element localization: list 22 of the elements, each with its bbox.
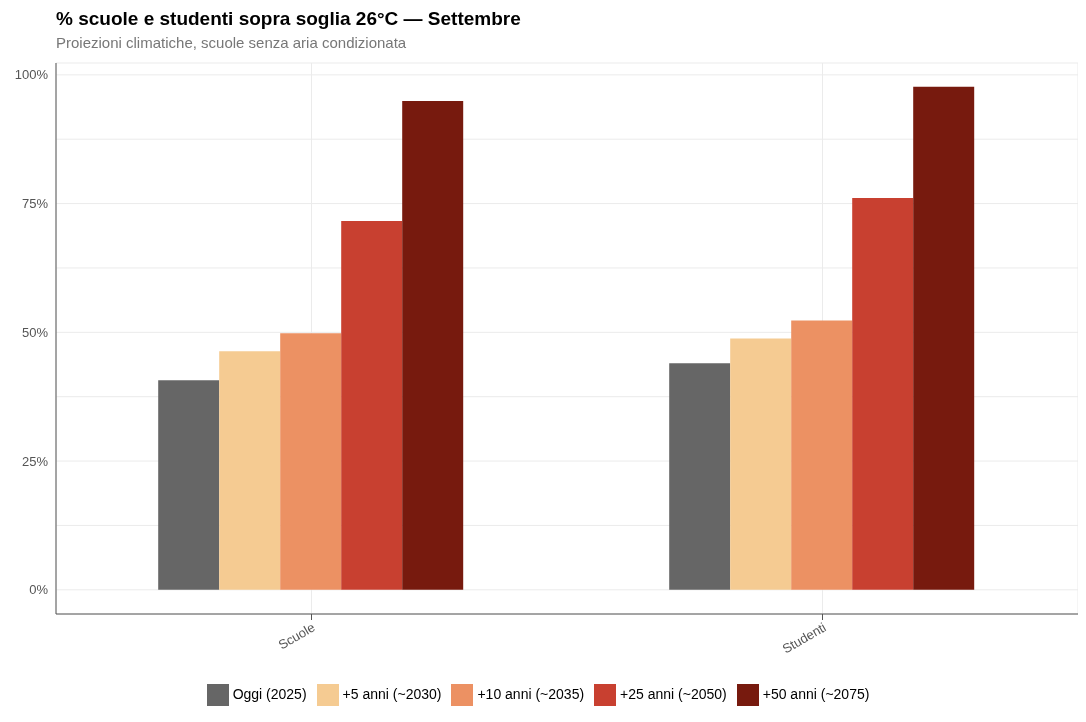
chart-title: % scuole e studenti sopra soglia 26°C — Settembre (56, 8, 522, 30)
legend-label: +25 anni (~2050) (620, 685, 727, 702)
bar (730, 338, 792, 590)
bar (669, 363, 731, 590)
y-tick-label: 25% (21, 453, 49, 469)
bar (219, 351, 281, 590)
chart-subtitle: Proiezioni climatiche, scuole senza aria condizionata (56, 34, 408, 51)
y-tick-label: 75% (21, 196, 49, 212)
legend-label: +50 anni (~2075) (762, 685, 870, 702)
bar (913, 86, 975, 590)
bar (852, 197, 914, 590)
legend-label: +10 anni (~2035) (477, 685, 585, 702)
bar (158, 380, 220, 590)
bar (280, 333, 342, 590)
y-tick-label: 0% (29, 582, 49, 598)
bar (402, 101, 464, 590)
legend-label: +5 anni (~2030) (342, 685, 442, 702)
legend-label: Oggi (2025) (232, 685, 307, 702)
bar (791, 320, 853, 590)
y-tick-label: 50% (21, 324, 49, 340)
y-tick-label: 100% (14, 67, 49, 83)
bar (341, 221, 403, 590)
